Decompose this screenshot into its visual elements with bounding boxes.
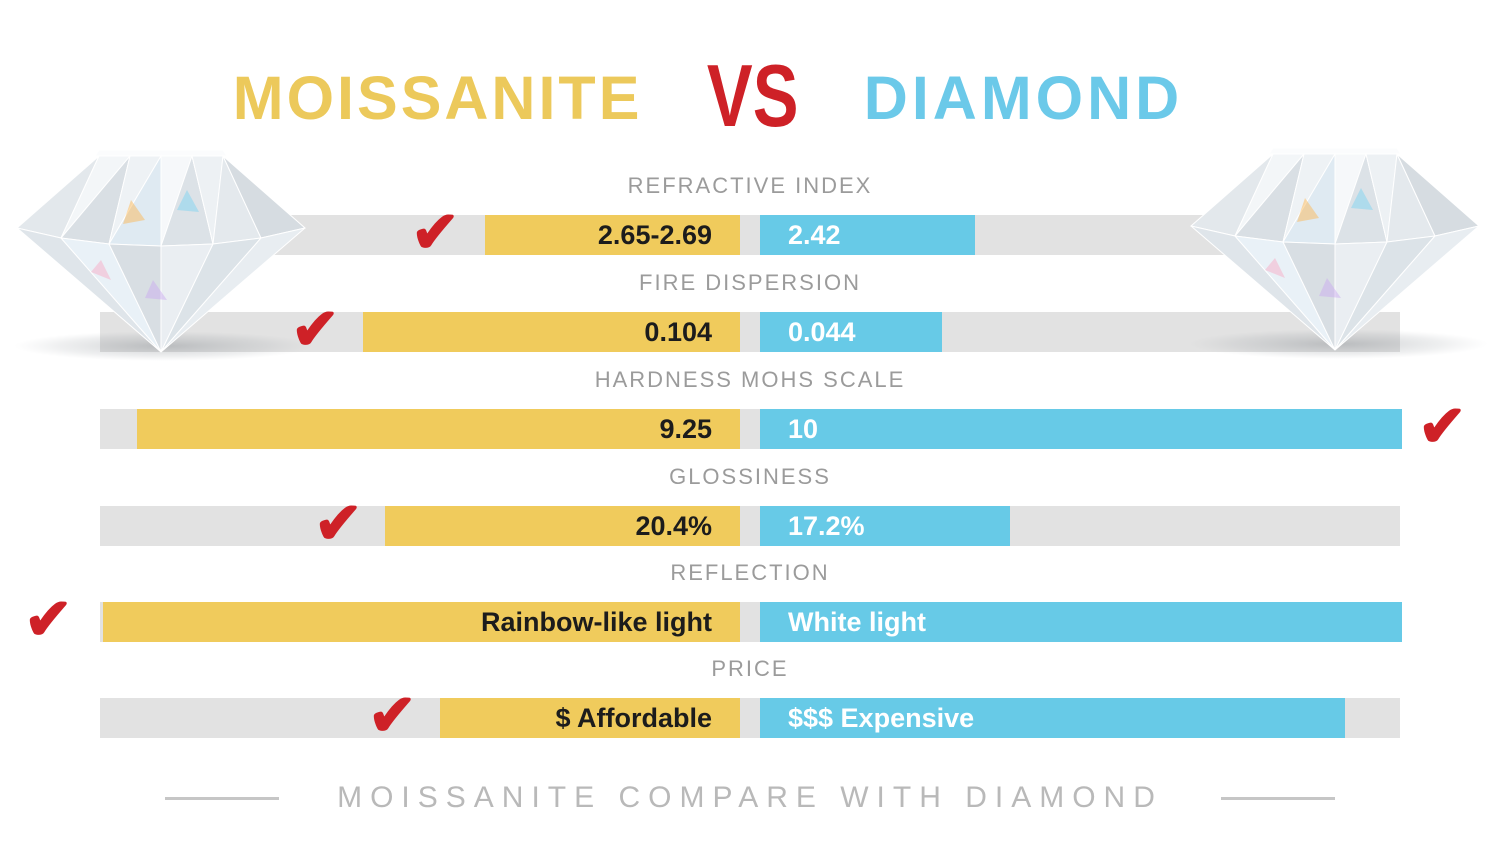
bar-row: ✔ 0.104 0.044 <box>0 297 1500 362</box>
bar-row: ✔ Rainbow-like light White light <box>0 587 1500 652</box>
comparison-row-glossiness: GLOSSINESS ✔ 20.4% 17.2% <box>0 464 1500 556</box>
bar-row: ✔ 20.4% 17.2% <box>0 491 1500 556</box>
winner-check-icon: ✔ <box>368 683 417 748</box>
comparison-row-fire-dispersion: FIRE DISPERSION ✔ 0.104 0.044 <box>0 270 1500 362</box>
moissanite-value: 2.65-2.69 <box>597 219 712 250</box>
winner-check-icon: ✔ <box>24 587 73 652</box>
moissanite-value: 9.25 <box>659 413 712 444</box>
attribute-label: REFRACTIVE INDEX <box>627 173 873 198</box>
title-vs: VS <box>707 46 799 145</box>
bar-track <box>100 215 1400 255</box>
winner-check-icon: ✔ <box>291 297 340 362</box>
title-diamond: DIAMOND <box>863 64 1184 132</box>
diamond-value: White light <box>788 606 926 637</box>
bar-track <box>100 506 1400 546</box>
bar-row: ✔ 9.25 10 <box>0 394 1500 459</box>
diamond-bar: 2.42 <box>760 215 975 255</box>
winner-check-icon: ✔ <box>1418 394 1467 459</box>
caption-text: MOISSANITE COMPARE WITH DIAMOND <box>337 781 1163 814</box>
moissanite-value: 20.4% <box>635 510 712 541</box>
comparison-row-price: PRICE ✔ $ Affordable $$$ Expensive <box>0 656 1500 748</box>
moissanite-bar: 0.104 <box>363 312 740 352</box>
diamond-bar: $$$ Expensive <box>760 698 1345 738</box>
winner-check-icon: ✔ <box>411 200 460 265</box>
diamond-bar: White light <box>760 602 1402 642</box>
diamond-value: 2.42 <box>788 219 841 250</box>
title-moissanite: MOISSANITE <box>232 64 643 132</box>
comparison-row-reflection: REFLECTION ✔ Rainbow-like light White li… <box>0 560 1500 652</box>
attribute-label: PRICE <box>711 656 789 681</box>
moissanite-bar: $ Affordable <box>440 698 740 738</box>
moissanite-bar: 9.25 <box>137 409 740 449</box>
moissanite-bar: 2.65-2.69 <box>485 215 740 255</box>
diamond-value: 10 <box>788 413 819 444</box>
comparison-row-hardness: HARDNESS MOHS SCALE ✔ 9.25 10 <box>0 367 1500 459</box>
attribute-label: HARDNESS MOHS SCALE <box>594 367 906 392</box>
bar-track <box>100 312 1400 352</box>
caption-line-right <box>1220 796 1335 800</box>
footer: MOISSANITE COMPARE WITH DIAMOND <box>0 778 1500 818</box>
moissanite-value: $ Affordable <box>555 702 712 733</box>
comparison-row-refractive-index: REFRACTIVE INDEX ✔ 2.65-2.69 2.42 <box>0 173 1500 265</box>
diamond-bar: 10 <box>760 409 1402 449</box>
moissanite-bar: Rainbow-like light <box>103 602 740 642</box>
diamond-value: 17.2% <box>788 510 865 541</box>
diamond-value: 0.044 <box>788 316 856 347</box>
moissanite-bar: 20.4% <box>385 506 740 546</box>
attribute-label: FIRE DISPERSION <box>639 270 861 295</box>
bar-row: ✔ 2.65-2.69 2.42 <box>0 200 1500 265</box>
page-title: MOISSANITE VS DIAMOND <box>0 46 1500 145</box>
caption-line-left <box>165 796 280 800</box>
attribute-label: GLOSSINESS <box>669 464 831 489</box>
diamond-value: $$$ Expensive <box>788 702 975 733</box>
attribute-label: REFLECTION <box>670 560 830 585</box>
moissanite-value: 0.104 <box>644 316 712 347</box>
bar-row: ✔ $ Affordable $$$ Expensive <box>0 683 1500 748</box>
diamond-bar: 17.2% <box>760 506 1010 546</box>
moissanite-value: Rainbow-like light <box>480 606 712 637</box>
winner-check-icon: ✔ <box>314 491 363 556</box>
diamond-bar: 0.044 <box>760 312 942 352</box>
diamond-photo-right <box>1188 147 1488 359</box>
diamond-photo-left <box>14 149 314 361</box>
